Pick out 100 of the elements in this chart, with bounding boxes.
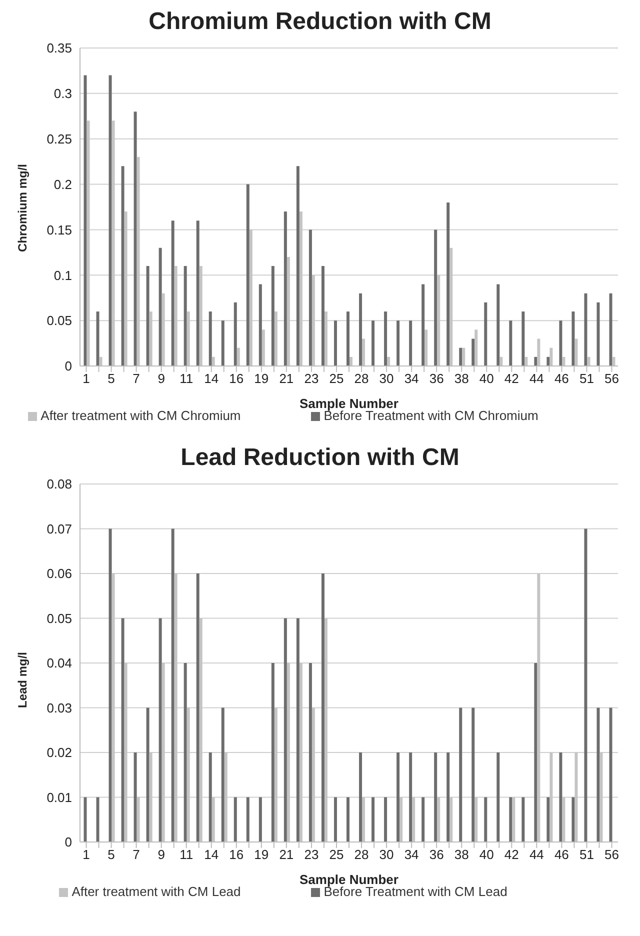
bar [84, 797, 87, 842]
x-tick-label: 7 [132, 847, 140, 862]
x-tick-label: 51 [579, 847, 594, 862]
bar [308, 230, 312, 366]
bar [108, 528, 112, 842]
x-tick-label: 28 [354, 371, 369, 386]
x-tick-label: 25 [329, 371, 344, 386]
bar [372, 320, 375, 366]
bar [96, 311, 100, 366]
y-tick-label: 0.05 [46, 313, 72, 328]
x-tick-label: 5 [108, 371, 115, 386]
bar [609, 293, 612, 366]
bar [334, 320, 337, 366]
chart-title: Chromium Reduction with CM [148, 8, 492, 36]
bar [546, 797, 550, 842]
y-tick-label: 0.04 [46, 656, 72, 671]
y-axis-title: Chromium mg/l [15, 164, 30, 252]
x-tick-label: 9 [158, 847, 165, 862]
bar [208, 752, 212, 842]
bar [434, 230, 438, 366]
x-tick-label: 36 [429, 371, 444, 386]
bar [234, 302, 237, 366]
bar [308, 663, 312, 842]
y-tick-label: 0.2 [54, 176, 72, 192]
bar [234, 797, 237, 842]
y-tick-label: 0.02 [46, 745, 72, 760]
y-tick-label: 0.06 [46, 566, 72, 582]
y-tick-label: 0.08 [46, 476, 72, 492]
x-tick-label: 21 [279, 847, 294, 862]
bar [522, 797, 525, 842]
chart-title: Lead Reduction with CM [180, 444, 460, 472]
x-tick-label: 42 [504, 371, 519, 386]
x-tick-label: 30 [379, 371, 394, 386]
legend-label: After treatment with CM Chromium [40, 408, 241, 423]
x-tick-label: 30 [379, 847, 394, 862]
bar [296, 618, 300, 842]
x-tick-label: 16 [229, 371, 244, 386]
bar [472, 708, 475, 842]
x-axis-title: Sample Number [300, 872, 398, 887]
legend-label: After treatment with CM Lead [72, 884, 241, 899]
bar [171, 528, 174, 842]
bar [459, 348, 462, 366]
bar [584, 528, 588, 842]
bar [121, 166, 124, 366]
bar [472, 338, 475, 366]
bar [158, 618, 162, 842]
x-tick-label: 36 [429, 847, 444, 862]
bar [346, 311, 350, 366]
y-tick-label: 0.01 [46, 790, 72, 805]
bar [84, 75, 87, 366]
y-tick-label: 0.3 [54, 86, 72, 102]
x-tick-label: 21 [279, 371, 294, 386]
bar [422, 284, 425, 366]
bar [196, 220, 200, 366]
bar [271, 663, 274, 842]
bar [384, 311, 388, 366]
bar [534, 663, 538, 842]
y-tick-label: 0.35 [46, 40, 72, 56]
bar [546, 356, 550, 366]
bar [584, 293, 588, 366]
bar [509, 797, 512, 842]
x-tick-label: 5 [108, 847, 115, 862]
bar [496, 752, 500, 842]
bar [572, 311, 575, 366]
x-tick-label: 19 [254, 847, 269, 862]
bar [108, 75, 112, 366]
bar [372, 797, 375, 842]
bar [609, 708, 612, 842]
bar [284, 618, 287, 842]
bar [246, 797, 250, 842]
x-tick-label: 56 [604, 371, 619, 386]
bar [409, 752, 412, 842]
x-tick-label: 40 [479, 371, 494, 386]
bar [396, 320, 400, 366]
bar [459, 708, 462, 842]
bar [321, 266, 324, 366]
x-tick-label: 16 [229, 847, 244, 862]
bar [522, 311, 525, 366]
bar [359, 293, 362, 366]
bar [284, 212, 287, 366]
bar [596, 708, 600, 842]
x-tick-label: 34 [404, 371, 419, 386]
bar [221, 708, 224, 842]
x-tick-label: 38 [454, 371, 469, 386]
bar [258, 797, 262, 842]
x-tick-label: 14 [204, 371, 219, 386]
x-tick-label: 34 [404, 847, 419, 862]
x-tick-label: 40 [479, 847, 494, 862]
x-tick-label: 19 [254, 371, 269, 386]
bar [146, 708, 150, 842]
y-tick-label: 0 [64, 834, 72, 850]
bar [321, 574, 324, 842]
bar [496, 284, 500, 366]
bar [534, 356, 538, 366]
x-axis-title: Sample Number [300, 396, 398, 411]
y-axis-title: Lead mg/l [15, 652, 30, 708]
x-tick-label: 51 [579, 371, 594, 386]
bar [484, 797, 488, 842]
y-tick-label: 0 [64, 358, 72, 374]
x-tick-label: 23 [304, 847, 319, 862]
